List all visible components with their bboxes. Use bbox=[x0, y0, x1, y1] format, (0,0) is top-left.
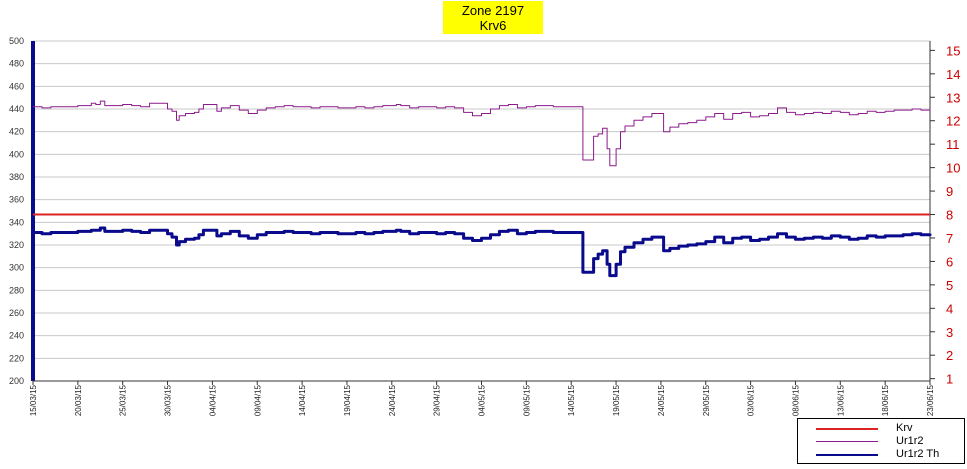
x-tick-label: 13/06/15 bbox=[836, 384, 845, 416]
y-right-tick-label: 4 bbox=[946, 301, 953, 316]
y-right-tick-label: 15 bbox=[946, 43, 960, 58]
legend-item-ur1r2: Ur1r2 bbox=[798, 435, 964, 448]
y-right-tick-label: 2 bbox=[946, 348, 953, 363]
y-left-tick-label: 440 bbox=[9, 104, 24, 114]
y-left-tick-label: 260 bbox=[9, 308, 24, 318]
y-left-tick-label: 340 bbox=[9, 217, 24, 227]
y-left-tick-label: 280 bbox=[9, 285, 24, 295]
y-left-tick-label: 380 bbox=[9, 172, 24, 182]
y-right-tick-label: 10 bbox=[946, 161, 960, 176]
legend-swatch-krv bbox=[816, 428, 878, 430]
legend-item-ur1r2-th: Ur1r2 Th bbox=[798, 448, 964, 461]
x-tick-label: 08/06/15 bbox=[791, 384, 800, 416]
x-tick-label: 04/04/15 bbox=[208, 384, 217, 416]
y-left-tick-label: 220 bbox=[9, 353, 24, 363]
chart-title: Zone 2197 bbox=[461, 3, 525, 18]
x-tick-label: 15/03/15 bbox=[29, 384, 38, 416]
y-right-tick-label: 13 bbox=[946, 90, 960, 105]
x-tick-label: 24/05/15 bbox=[657, 384, 666, 416]
x-tick-label: 18/06/15 bbox=[881, 384, 890, 416]
x-tick-label: 04/05/15 bbox=[478, 384, 487, 416]
y-right-tick-label: 11 bbox=[946, 137, 960, 152]
x-tick-label: 30/03/15 bbox=[164, 384, 173, 416]
y-right-tick-label: 3 bbox=[946, 325, 953, 340]
x-tick-label: 20/03/15 bbox=[74, 384, 83, 416]
y-right-tick-label: 12 bbox=[946, 114, 960, 129]
legend-swatch-ur1r2 bbox=[816, 441, 878, 442]
y-right-tick-label: 9 bbox=[946, 184, 953, 199]
y-right-tick-label: 8 bbox=[946, 208, 953, 223]
legend-item-krv: Krv bbox=[798, 422, 964, 435]
chart-subtitle: Krv6 bbox=[479, 18, 507, 33]
x-tick-label: 03/06/15 bbox=[747, 384, 756, 416]
y-left-tick-label: 500 bbox=[9, 36, 24, 46]
legend-label-ur1r2: Ur1r2 bbox=[896, 435, 924, 447]
y-left-tick-label: 200 bbox=[9, 376, 24, 386]
x-tick-label: 24/04/15 bbox=[388, 384, 397, 416]
plot-area bbox=[32, 40, 931, 382]
y-left-tick-label: 240 bbox=[9, 331, 24, 341]
x-tick-label: 09/04/15 bbox=[253, 384, 262, 416]
chart-legend: Krv Ur1r2 Ur1r2 Th bbox=[797, 418, 965, 464]
legend-label-krv: Krv bbox=[896, 422, 913, 434]
series-line-ur1r2-th bbox=[33, 226, 932, 278]
y-right-tick-label: 1 bbox=[946, 372, 953, 387]
y-right-tick-label: 7 bbox=[946, 231, 953, 246]
x-tick-label: 14/05/15 bbox=[567, 384, 576, 416]
y-left-tick-label: 300 bbox=[9, 263, 24, 273]
y-right-tick-label: 5 bbox=[946, 278, 953, 293]
y-left-tick-label: 420 bbox=[9, 127, 24, 137]
y-right-tick-label: 14 bbox=[946, 67, 960, 82]
x-tick-label: 14/04/15 bbox=[298, 384, 307, 416]
legend-swatch-ur1r2-th bbox=[816, 454, 878, 456]
x-tick-label: 25/03/15 bbox=[119, 384, 128, 416]
x-tick-label: 29/04/15 bbox=[433, 384, 442, 416]
x-tick-label: 09/05/15 bbox=[522, 384, 531, 416]
x-tick-label: 23/06/15 bbox=[926, 384, 935, 416]
chart-title-box: Zone 2197 Krv6 bbox=[443, 1, 543, 34]
x-tick-label: 19/05/15 bbox=[612, 384, 621, 416]
y-left-tick-label: 400 bbox=[9, 149, 24, 159]
y-left-tick-label: 320 bbox=[9, 240, 24, 250]
legend-label-ur1r2-th: Ur1r2 Th bbox=[896, 448, 940, 460]
y-left-tick-label: 480 bbox=[9, 59, 24, 69]
series-line-ur1r2 bbox=[33, 100, 931, 167]
y-left-tick-label: 460 bbox=[9, 81, 24, 91]
x-tick-label: 19/04/15 bbox=[343, 384, 352, 416]
y-right-tick-label: 6 bbox=[946, 254, 953, 269]
x-tick-label: 29/05/15 bbox=[702, 384, 711, 416]
y-left-tick-label: 360 bbox=[9, 195, 24, 205]
